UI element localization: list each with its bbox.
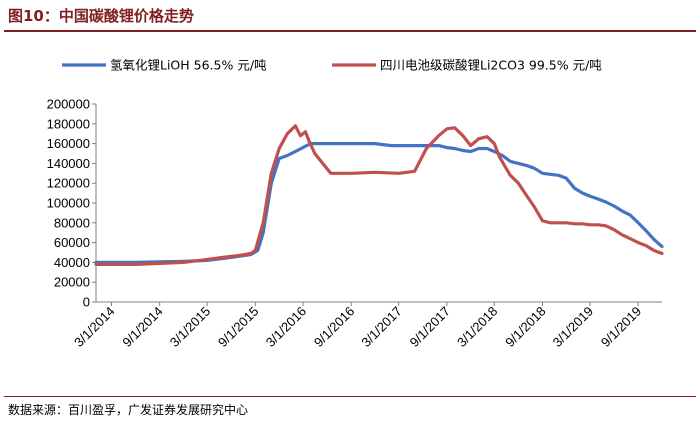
x-tick-label: 9/1/2015 (215, 304, 261, 350)
y-axis: 0 20000 40000 60000 80000 100000 120000 140000 1… (47, 97, 97, 310)
y-tick-label: 0 (83, 295, 90, 310)
source-note: 数据来源：百川盈孚，广发证券发展研究中心 (8, 403, 249, 417)
x-tick-label: 9/1/2016 (311, 304, 357, 350)
footer-divider (4, 396, 696, 397)
series-group (94, 124, 664, 266)
x-tick-label: 3/1/2016 (263, 304, 309, 350)
x-tick-label: 3/1/2019 (550, 304, 596, 350)
series-line-li2co3 (94, 124, 664, 266)
x-tick-label: 9/1/2019 (598, 304, 644, 350)
y-tick-label: 80000 (54, 215, 90, 230)
y-tick-label: 60000 (54, 235, 90, 250)
y-tick-label: 100000 (47, 196, 90, 211)
y-tick-label: 160000 (47, 136, 90, 151)
y-tick-label: 20000 (54, 275, 90, 290)
chart-legend: 氢氧化锂LiOH 56.5% 元/吨 四川电池级碳酸锂Li2CO3 99.5% 元… (62, 58, 602, 73)
x-tick-label: 3/1/2015 (167, 304, 213, 350)
chart-title: 图10：中国碳酸锂价格走势 (8, 7, 194, 25)
y-tick-label: 200000 (47, 97, 90, 112)
y-tick-label: 140000 (47, 156, 90, 171)
y-tick-label: 180000 (47, 116, 90, 131)
title-bar: 图10：中国碳酸锂价格走势 (4, 2, 696, 32)
x-tick-label: 3/1/2018 (454, 304, 500, 350)
x-axis: 3/1/2014 9/1/2014 3/1/2015 9/1/2015 3/1/2016… (71, 301, 662, 350)
x-tick-label: 9/1/2014 (119, 304, 165, 350)
y-tick-label: 40000 (54, 255, 90, 270)
series-line-lioh (94, 142, 664, 264)
x-tick-label: 9/1/2018 (502, 304, 548, 350)
legend-label: 氢氧化锂LiOH 56.5% 元/吨 (110, 58, 267, 73)
x-tick-label: 3/1/2014 (71, 304, 117, 350)
x-tick-label: 3/1/2017 (358, 304, 404, 350)
y-tick-label: 120000 (47, 176, 90, 191)
legend-label: 四川电池级碳酸锂Li2CO3 99.5% 元/吨 (380, 58, 602, 73)
x-tick-label: 9/1/2017 (407, 304, 453, 350)
